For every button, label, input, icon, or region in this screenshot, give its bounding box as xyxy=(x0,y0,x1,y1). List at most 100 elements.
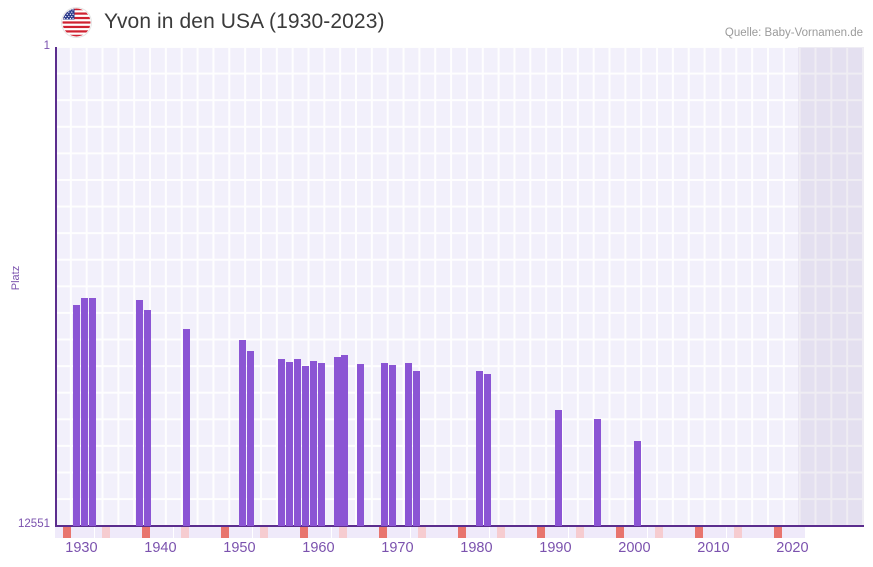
x-tick-minor xyxy=(710,527,719,538)
bar[interactable] xyxy=(286,362,294,526)
bar[interactable] xyxy=(80,297,88,526)
x-tick-minor xyxy=(679,527,687,538)
x-axis-line xyxy=(55,525,864,527)
x-tick-minor xyxy=(702,527,711,538)
x-axis-tick-label: 2000 xyxy=(618,540,651,556)
x-tick-minor xyxy=(205,527,213,538)
x-tick-minor xyxy=(292,527,300,538)
x-tick-minor xyxy=(173,527,182,538)
x-tick-minor xyxy=(315,527,324,538)
x-tick-minor xyxy=(181,527,190,538)
bar[interactable] xyxy=(183,328,191,526)
x-tick-minor xyxy=(529,527,537,538)
x-tick-minor xyxy=(197,527,206,538)
x-axis-tick-label: 2010 xyxy=(697,540,730,556)
bar[interactable] xyxy=(594,419,602,526)
y-axis-top-label: 1 xyxy=(43,40,50,52)
x-tick-minor xyxy=(758,527,766,538)
x-tick-minor xyxy=(750,527,759,538)
x-axis-tick-label: 2020 xyxy=(776,540,809,556)
x-tick-minor xyxy=(434,527,443,538)
x-tick-major xyxy=(773,527,782,538)
bar[interactable] xyxy=(309,361,317,526)
x-tick-minor xyxy=(497,527,506,538)
x-tick-minor xyxy=(584,527,593,538)
x-tick-major xyxy=(536,527,545,538)
bar[interactable] xyxy=(483,374,491,526)
x-tick-minor xyxy=(663,527,672,538)
x-tick-minor xyxy=(655,527,664,538)
x-tick-minor xyxy=(552,527,561,538)
x-tick-minor xyxy=(323,527,332,538)
x-tick-minor xyxy=(623,527,632,538)
bar[interactable] xyxy=(136,299,143,526)
bar[interactable] xyxy=(412,370,420,526)
x-tick-minor xyxy=(213,527,221,538)
x-tick-major xyxy=(694,527,703,538)
x-tick-minor xyxy=(426,527,435,538)
y-axis-line xyxy=(55,47,57,526)
plot-area xyxy=(55,47,864,526)
x-tick-minor xyxy=(734,527,743,538)
x-tick-minor xyxy=(78,527,87,538)
bar-series xyxy=(55,47,864,526)
bar[interactable] xyxy=(388,364,396,526)
bar[interactable] xyxy=(238,340,246,526)
x-tick-minor xyxy=(371,527,379,538)
x-tick-minor xyxy=(268,527,277,538)
x-tick-minor xyxy=(236,527,245,538)
x-tick-major xyxy=(299,527,308,538)
bar[interactable] xyxy=(72,304,80,526)
y-axis-title: Platz xyxy=(10,265,22,291)
y-axis-bottom-label: 12551 xyxy=(18,518,50,530)
x-tick-minor xyxy=(600,527,608,538)
bar[interactable] xyxy=(294,359,301,526)
x-tick-minor xyxy=(473,527,482,538)
x-tick-major xyxy=(62,527,71,538)
bar[interactable] xyxy=(357,363,365,526)
x-tick-minor xyxy=(766,527,774,538)
x-tick-minor xyxy=(252,527,261,538)
x-tick-minor xyxy=(355,527,364,538)
bar[interactable] xyxy=(88,297,96,526)
bar[interactable] xyxy=(333,356,341,526)
x-tick-minor xyxy=(339,527,348,538)
x-tick-minor xyxy=(442,527,450,538)
x-tick-minor xyxy=(789,527,798,538)
page-title: Yvon in den USA (1930-2023) xyxy=(104,10,385,33)
bar[interactable] xyxy=(404,363,412,526)
x-tick-minor xyxy=(347,527,356,538)
x-tick-major xyxy=(141,527,150,538)
future-shaded-band xyxy=(797,47,864,526)
bar[interactable] xyxy=(633,440,641,526)
x-tick-minor xyxy=(568,527,577,538)
x-axis-tick-label: 1990 xyxy=(539,540,572,556)
x-tick-minor xyxy=(631,527,640,538)
bar[interactable] xyxy=(380,363,388,526)
x-tick-minor xyxy=(639,527,648,538)
bar[interactable] xyxy=(278,359,286,526)
x-tick-minor xyxy=(647,527,656,538)
x-tick-minor xyxy=(450,527,458,538)
bar[interactable] xyxy=(341,354,349,526)
x-axis-tick-label: 1980 xyxy=(460,540,493,556)
x-tick-minor xyxy=(465,527,474,538)
bar[interactable] xyxy=(554,409,562,526)
x-tick-minor xyxy=(70,527,79,538)
bar[interactable] xyxy=(143,310,151,526)
x-tick-minor xyxy=(489,527,498,538)
x-tick-minor xyxy=(244,527,253,538)
x-tick-minor xyxy=(481,527,490,538)
bar[interactable] xyxy=(317,363,325,526)
x-tick-minor xyxy=(228,527,237,538)
x-tick-minor xyxy=(726,527,735,538)
bar[interactable] xyxy=(246,350,254,526)
bar[interactable] xyxy=(475,371,483,526)
x-tick-minor xyxy=(157,527,166,538)
x-tick-minor xyxy=(134,527,142,538)
x-axis-tick-label: 1940 xyxy=(144,540,177,556)
bar[interactable] xyxy=(301,366,309,526)
x-axis-tick-label: 1950 xyxy=(223,540,256,556)
chart-header: Yvon in den USA (1930-2023) Quelle: Baby… xyxy=(0,0,873,44)
